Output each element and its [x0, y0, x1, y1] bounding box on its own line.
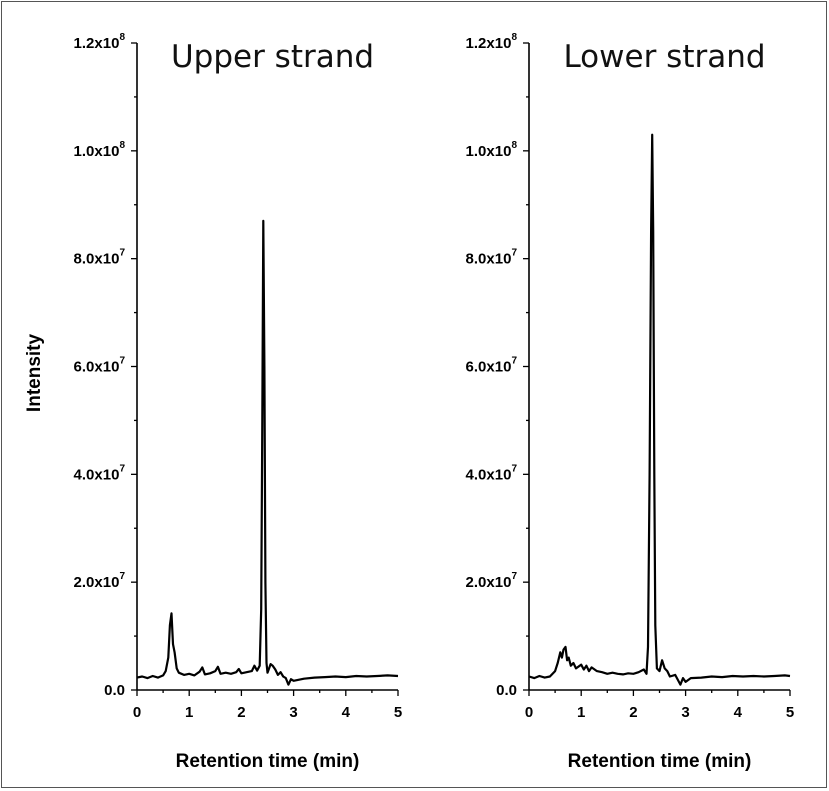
panel-1-title: Upper strand — [171, 39, 374, 75]
panel-1-series-line — [136, 219, 399, 686]
panel-1-y-tick-label: 1.0x108 — [74, 140, 126, 160]
panel-2-series-line — [528, 133, 791, 686]
y-axis-title: Intensity — [24, 334, 45, 413]
panel-1-y-tick-label: 6.0x107 — [74, 356, 126, 376]
panel-2-x-tick-label: 1 — [577, 704, 585, 721]
panel-1-y-tick-label: 2.0x107 — [74, 571, 126, 591]
panel-1-x-axis-title: Retention time (min) — [176, 751, 360, 772]
panel-2-y-tick-label: 1.2x108 — [466, 32, 518, 52]
panel-2-x-tick-label: 5 — [786, 704, 794, 721]
panel-2-y-tick-label: 2.0x107 — [466, 571, 518, 591]
panel-2-x-tick-label: 2 — [629, 704, 637, 721]
panel-2-y-tick-label: 6.0x107 — [466, 356, 518, 376]
panel-1-x-tick-label: 0 — [133, 704, 141, 721]
panel-2-x-axis-title: Retention time (min) — [568, 751, 752, 772]
panel-1-y-tick-label: 8.0x107 — [74, 248, 126, 268]
panel-1-y-tick-label: 1.2x108 — [74, 32, 126, 52]
panel-1-y-tick-label: 0.0 — [104, 682, 125, 699]
panel-1-x-tick-label: 4 — [342, 704, 351, 721]
panel-2-title: Lower strand — [563, 39, 765, 75]
panel-1-x-tick-label: 2 — [237, 704, 245, 721]
panel-2-x-tick-label: 3 — [681, 704, 689, 721]
panel-1-y-tick-label: 4.0x107 — [74, 463, 126, 483]
panel-2-y-tick-label: 8.0x107 — [466, 248, 518, 268]
panel-2-x-tick-label: 4 — [734, 704, 743, 721]
panel-2-y-tick-label: 0.0 — [496, 682, 517, 699]
panel-2-y-tick-label: 4.0x107 — [466, 463, 518, 483]
panel-2-x-tick-label: 0 — [525, 704, 533, 721]
panel-1-x-tick-label: 3 — [289, 704, 297, 721]
panel-1-x-tick-label: 5 — [394, 704, 402, 721]
panel-1-x-tick-label: 1 — [185, 704, 193, 721]
panel-2-y-tick-label: 1.0x108 — [466, 140, 518, 160]
